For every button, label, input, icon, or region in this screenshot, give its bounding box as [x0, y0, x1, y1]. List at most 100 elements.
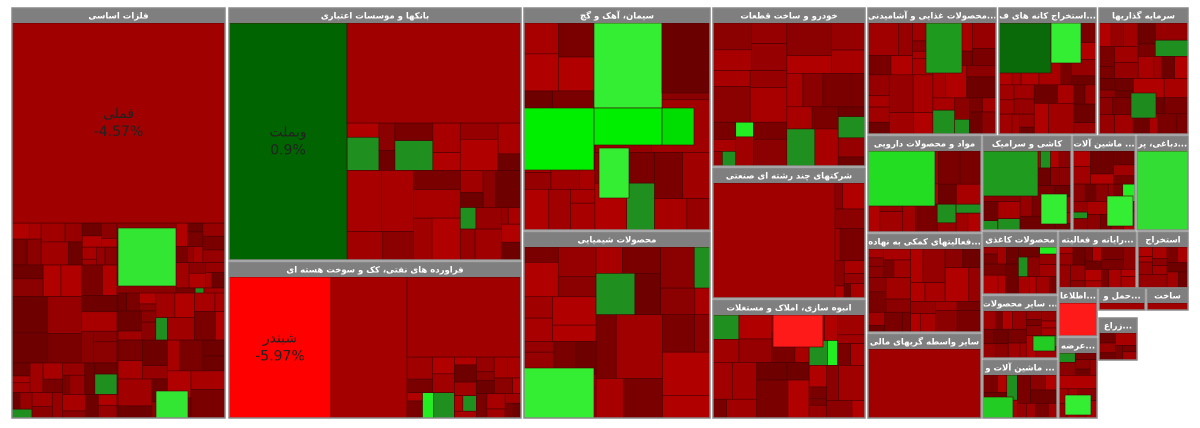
cell [406, 378, 434, 393]
sector-header [524, 8, 710, 23]
cell-change: -4.57% [94, 124, 144, 140]
cell [1019, 126, 1035, 135]
sector-header [1059, 288, 1097, 303]
cell [712, 362, 733, 400]
cell [81, 295, 118, 313]
cell [413, 189, 461, 219]
cell [1112, 97, 1134, 115]
cell [432, 152, 461, 171]
cell [40, 222, 66, 243]
cell [1130, 92, 1157, 119]
cell [413, 170, 461, 190]
sector: سرمایه گذاریها [1098, 7, 1189, 135]
cell [1098, 22, 1112, 47]
cell [1110, 22, 1124, 47]
cell [570, 202, 596, 231]
sector-border [982, 295, 1058, 359]
sector-title: محصولات شیمیایی [578, 236, 657, 246]
cell [11, 264, 44, 280]
cell [786, 22, 832, 56]
cell [1114, 78, 1134, 92]
cell [738, 314, 772, 340]
cell [735, 121, 754, 138]
cell [422, 392, 435, 419]
sector-border [867, 135, 982, 233]
cell [1047, 402, 1058, 419]
cell [1058, 375, 1098, 390]
cell [1098, 97, 1114, 115]
cell [753, 121, 788, 140]
cell [94, 373, 118, 395]
cell [205, 262, 226, 273]
cell [982, 343, 997, 359]
sector: حمل و... [1098, 287, 1146, 311]
sector-body [712, 22, 866, 167]
cell [890, 55, 913, 76]
cell [1072, 211, 1088, 219]
sector: وبملت 0.9% بانکها و موسسات اعتباری [228, 7, 522, 261]
cell [1084, 260, 1102, 270]
cell [1030, 374, 1046, 391]
cell [142, 339, 168, 366]
cell [167, 339, 180, 372]
sector-title: زراع... [1104, 322, 1132, 332]
sector: محصولات غذایی و آشامیدنی... [867, 7, 997, 135]
sector: ماشین آلات و ... [982, 359, 1058, 419]
cell [413, 217, 433, 261]
sector-body [1058, 302, 1098, 337]
cell [194, 292, 216, 312]
cell [1013, 84, 1035, 100]
cell [808, 398, 828, 406]
cell [910, 301, 936, 314]
cell [969, 97, 983, 113]
cell [915, 203, 938, 233]
sector: کاشی و سرامیک [982, 135, 1072, 231]
sector-body [523, 246, 711, 419]
cell [922, 248, 946, 283]
cell [454, 395, 464, 412]
cell [1166, 246, 1178, 263]
cell-name: فملی [103, 106, 134, 122]
cell [497, 122, 522, 155]
cell [501, 241, 522, 261]
sector-title: خودرو و ساخت قطعات [740, 12, 837, 22]
sector: خودرو و ساخت قطعات [712, 7, 866, 167]
cell [117, 339, 143, 361]
cell [139, 303, 157, 312]
cell [1137, 256, 1153, 263]
sector-body [867, 22, 997, 135]
sector-title: محصولات کاغذی [985, 236, 1055, 246]
sector-body [523, 22, 711, 231]
cell [433, 392, 455, 419]
cell [523, 296, 553, 319]
cell [1040, 150, 1051, 169]
cell [202, 339, 226, 357]
cell [838, 365, 866, 401]
cell [1084, 246, 1093, 262]
cell [910, 248, 924, 283]
cell [1058, 253, 1074, 266]
sector: شبندر -5.97% فراورده های نفتی، کک و سوخت ه… [228, 261, 522, 419]
cell [81, 264, 103, 296]
cell [749, 87, 788, 123]
cell [615, 314, 663, 379]
sector-header [983, 296, 1057, 311]
cell [1030, 389, 1058, 404]
cell [117, 378, 153, 407]
cell [888, 112, 914, 135]
cell [175, 222, 188, 247]
cell [64, 222, 83, 243]
cell [1114, 114, 1134, 135]
cell [1058, 302, 1098, 337]
sector-title: بانکها و موسسات اعتباری [321, 12, 429, 22]
cell [406, 400, 423, 419]
cell [944, 248, 964, 268]
cell [1101, 268, 1109, 289]
cell [982, 374, 999, 393]
cell [523, 53, 559, 92]
cell [1041, 310, 1058, 322]
cell [1019, 342, 1027, 359]
cell [117, 360, 143, 380]
cell [1072, 183, 1086, 202]
cell [726, 398, 758, 419]
